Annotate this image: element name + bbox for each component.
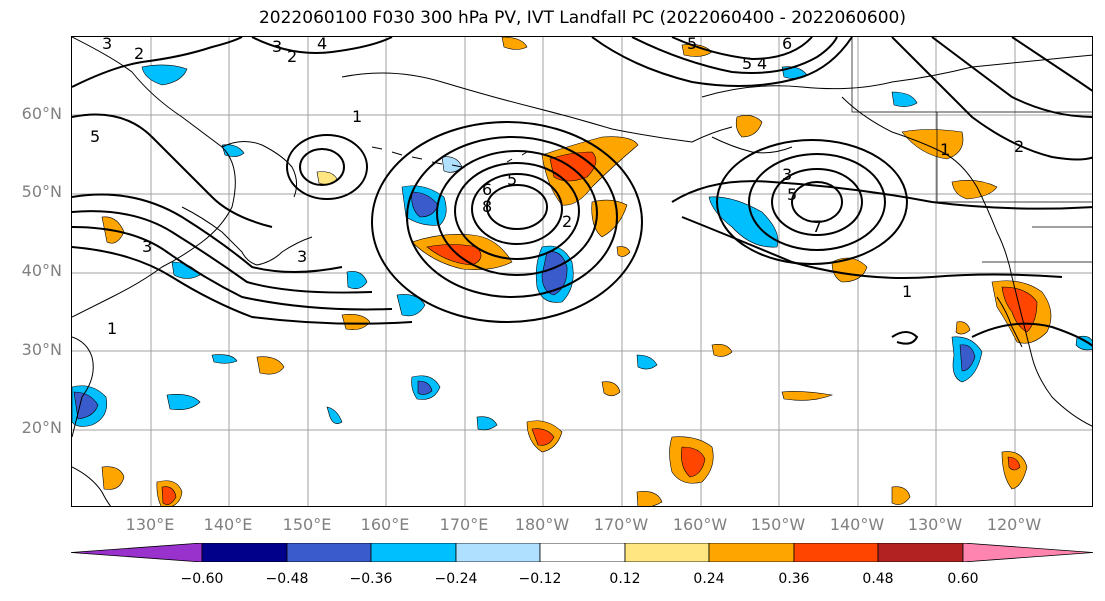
- colorbar-segment: [962, 543, 1093, 562]
- contour-label: 5: [742, 54, 752, 73]
- pv-contours: [72, 37, 1092, 347]
- colorbar-segment: [793, 543, 879, 562]
- contour-label: 3: [142, 237, 152, 256]
- map-title: 2022060100 F030 300 hPa PV, IVT Landfall…: [258, 8, 906, 28]
- colorbar-segment: [624, 543, 710, 562]
- contour-label: 2: [562, 212, 572, 231]
- contour-label: 6: [782, 37, 792, 53]
- borders: [851, 37, 1092, 263]
- contour-label: 5: [787, 185, 797, 204]
- colorbar-tick-label: 0.60: [947, 571, 979, 587]
- colorbar-tick-label: −0.48: [265, 571, 309, 587]
- lon-label: 140°E: [203, 515, 253, 534]
- contour-label: 4: [317, 37, 327, 53]
- colorbar: [71, 543, 1093, 562]
- colorbar-tick-label: 0.48: [862, 571, 894, 587]
- contour-label: 5: [90, 127, 100, 146]
- colorbar-segments: [71, 543, 1093, 562]
- contour-label: 4: [757, 54, 767, 73]
- colorbar-segment: [708, 543, 795, 562]
- lat-label: 30°N: [21, 340, 62, 359]
- contour-label: 2: [134, 44, 144, 63]
- ivt-positive-patches: [101, 37, 1052, 506]
- contour-label: 1: [940, 140, 950, 159]
- lon-label: 160°E: [360, 515, 410, 534]
- contour-label: 3: [272, 37, 282, 56]
- contour-label: 7: [812, 217, 822, 236]
- contour-label: 1: [352, 107, 362, 126]
- ivt-negative-patches: [72, 64, 1092, 431]
- contour-label: 1: [107, 319, 117, 338]
- colorbar-segment: [455, 543, 541, 562]
- contour-label: 3: [782, 165, 792, 184]
- lat-label: 40°N: [21, 261, 62, 280]
- colorbar-tick-label: 0.24: [693, 571, 725, 587]
- coastlines: [72, 37, 1092, 506]
- colorbar-segment: [201, 543, 288, 562]
- contour-label: 1: [902, 282, 912, 301]
- lon-label: 160°W: [672, 515, 728, 534]
- lon-label: 150°E: [282, 515, 332, 534]
- colorbar-tick-label: 0.12: [609, 571, 641, 587]
- colorbar-tick-label: −0.24: [434, 571, 478, 587]
- contour-label: 5: [507, 170, 517, 189]
- contour-label: 8: [482, 197, 492, 216]
- colorbar-segment: [370, 543, 457, 562]
- lon-label: 130°W: [907, 515, 963, 534]
- colorbar-tick-label: −0.36: [349, 571, 393, 587]
- lon-label: 150°W: [750, 515, 806, 534]
- lat-label: 60°N: [21, 104, 62, 123]
- colorbar-tick-label: −0.60: [180, 571, 224, 587]
- map-panel: 3 2 3 4 2 5 5 4 6 1 5 6 8 3 5 7 1 2 1 1 …: [71, 36, 1093, 507]
- contour-label: 2: [287, 47, 297, 66]
- lon-label: 170°E: [439, 515, 489, 534]
- contour-label: 5: [687, 37, 697, 53]
- lon-label: 180°W: [514, 515, 570, 534]
- lat-label: 50°N: [21, 182, 62, 201]
- graticule: [72, 37, 1092, 506]
- map-canvas: 3 2 3 4 2 5 5 4 6 1 5 6 8 3 5 7 1 2 1 1 …: [72, 37, 1092, 506]
- colorbar-segment: [286, 543, 372, 562]
- lon-label: 140°W: [829, 515, 885, 534]
- lon-label: 130°E: [125, 515, 175, 534]
- colorbar-tick-label: −0.12: [518, 571, 562, 587]
- colorbar-segment: [539, 543, 626, 562]
- colorbar-segment: [877, 543, 964, 562]
- lon-label: 170°W: [593, 515, 649, 534]
- colorbar-segment: [71, 543, 203, 562]
- lon-label: 120°W: [986, 515, 1042, 534]
- contour-label: 3: [102, 37, 112, 53]
- contour-label: 2: [1014, 137, 1024, 156]
- colorbar-tick-label: 0.36: [778, 571, 810, 587]
- contour-label: 3: [297, 247, 307, 266]
- contour-label: 6: [482, 180, 492, 199]
- contour-labels: 3 2 3 4 2 5 5 4 6 1 5 6 8 3 5 7 1 2 1 1 …: [90, 37, 1024, 338]
- lat-label: 20°N: [21, 418, 62, 437]
